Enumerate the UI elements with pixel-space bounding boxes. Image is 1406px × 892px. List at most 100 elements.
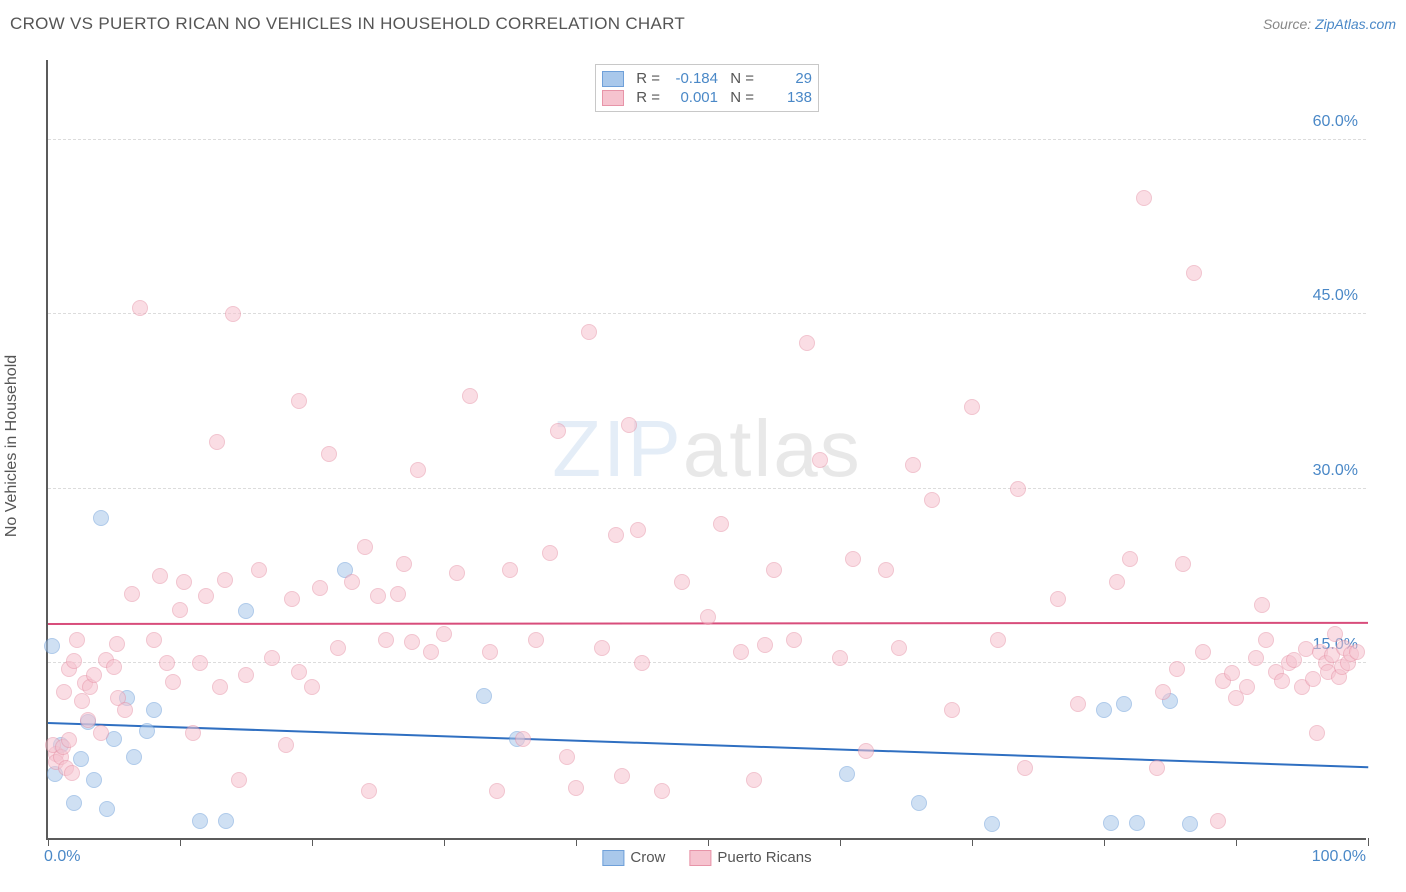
data-point [330,640,346,656]
data-point [291,664,307,680]
data-point [630,522,646,538]
data-point [410,462,426,478]
data-point [278,737,294,753]
data-point [172,602,188,618]
data-point [733,644,749,660]
legend-item: Puerto Ricans [689,849,811,866]
data-point [1103,815,1119,831]
r-value: 0.001 [666,89,718,106]
data-point [581,324,597,340]
gridline [48,488,1366,489]
data-point [404,634,420,650]
data-point [1298,641,1314,657]
data-point [878,562,894,578]
data-point [905,457,921,473]
data-point [61,732,77,748]
stats-legend-row: R =0.001N =138 [602,88,812,107]
r-value: -0.184 [666,70,718,87]
data-point [192,655,208,671]
x-min-label: 0.0% [44,848,80,866]
data-point [550,423,566,439]
data-point [66,653,82,669]
data-point [1274,673,1290,689]
data-point [1169,661,1185,677]
data-point [502,562,518,578]
data-point [1149,760,1165,776]
x-tick [972,838,973,846]
data-point [152,568,168,584]
data-point [93,725,109,741]
data-point [634,655,650,671]
data-point [1129,815,1145,831]
data-point [1309,725,1325,741]
data-point [528,632,544,648]
data-point [614,768,630,784]
data-point [1210,813,1226,829]
data-point [713,516,729,532]
source-link[interactable]: ZipAtlas.com [1315,16,1396,32]
x-tick [1368,838,1369,846]
data-point [139,723,155,739]
data-point [757,637,773,653]
n-label: N = [724,89,754,106]
legend-label: Puerto Ricans [717,849,811,866]
data-point [192,813,208,829]
data-point [284,591,300,607]
n-value: 29 [760,70,812,87]
legend-swatch [602,71,624,87]
x-tick [180,838,181,846]
legend-swatch [602,90,624,106]
data-point [1248,650,1264,666]
data-point [146,632,162,648]
data-point [1096,702,1112,718]
source-prefix: Source: [1263,16,1315,32]
data-point [132,300,148,316]
data-point [64,765,80,781]
data-point [185,725,201,741]
data-point [44,638,60,654]
data-point [165,674,181,690]
r-label: R = [630,70,660,87]
data-point [1305,671,1321,687]
data-point [370,588,386,604]
data-point [209,434,225,450]
x-tick [312,838,313,846]
x-max-label: 100.0% [1312,848,1366,866]
data-point [69,632,85,648]
data-point [964,399,980,415]
data-point [124,586,140,602]
data-point [766,562,782,578]
data-point [1109,574,1125,590]
data-point [225,306,241,322]
data-point [212,679,228,695]
data-point [1010,481,1026,497]
x-tick [840,838,841,846]
data-point [117,702,133,718]
data-point [924,492,940,508]
data-point [231,772,247,788]
data-point [390,586,406,602]
legend-label: Crow [630,849,665,866]
x-tick [1104,838,1105,846]
data-point [86,667,102,683]
legend-swatch [602,850,624,866]
data-point [1239,679,1255,695]
data-point [1195,644,1211,660]
data-point [911,795,927,811]
data-point [238,603,254,619]
data-point [99,801,115,817]
data-point [126,749,142,765]
n-value: 138 [760,89,812,106]
data-point [832,650,848,666]
data-point [86,772,102,788]
data-point [984,816,1000,832]
data-point [291,393,307,409]
data-point [357,539,373,555]
scatter-chart: ZIPatlas R =-0.184N =29R =0.001N =138 0.… [46,60,1366,840]
data-point [1116,696,1132,712]
data-point [1175,556,1191,572]
data-point [594,640,610,656]
data-point [786,632,802,648]
watermark: ZIPatlas [552,403,861,495]
data-point [198,588,214,604]
